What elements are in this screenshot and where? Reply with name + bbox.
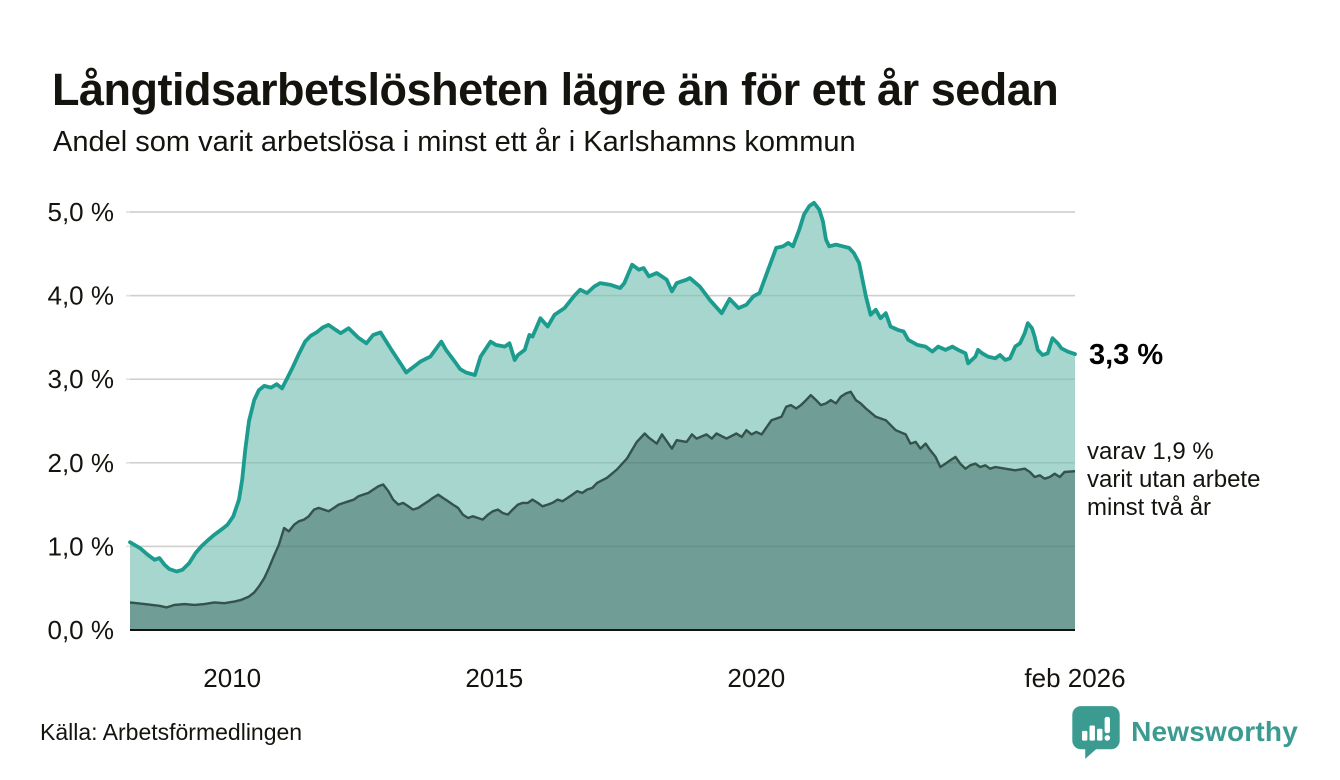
x-tick-label: 2010 bbox=[203, 663, 261, 693]
bar-glyph-3 bbox=[1097, 728, 1103, 741]
y-tick-label: 5,0 % bbox=[48, 197, 115, 227]
chart-subtitle: Andel som varit arbetslösa i minst ett å… bbox=[53, 126, 856, 158]
y-tick-label: 0,0 % bbox=[48, 615, 115, 645]
subset-annotation-line: varit utan arbete bbox=[1087, 466, 1260, 493]
x-tick-label: 2020 bbox=[727, 663, 785, 693]
subset-annotation-line: varav 1,9 % bbox=[1087, 438, 1214, 465]
subset-annotation-line: minst två år bbox=[1087, 494, 1211, 521]
y-tick-label: 1,0 % bbox=[48, 531, 115, 561]
latest-total-value-label: 3,3 % bbox=[1089, 339, 1163, 371]
bar-glyph-2 bbox=[1089, 725, 1095, 741]
bar-glyph-1 bbox=[1082, 730, 1088, 741]
newsworthy-bubble-icon bbox=[1072, 706, 1120, 759]
newsworthy-logo[interactable]: Newsworthy bbox=[1070, 704, 1298, 760]
y-tick-label: 2,0 % bbox=[48, 448, 115, 478]
exclamation-bar bbox=[1104, 716, 1111, 734]
exclamation-dot bbox=[1104, 735, 1111, 741]
line-min-one-year bbox=[128, 200, 1077, 574]
y-tick-label: 4,0 % bbox=[48, 281, 115, 311]
bubble-shape bbox=[1072, 706, 1120, 759]
source-note: Källa: Arbetsförmedlingen bbox=[40, 719, 303, 745]
line-min-two-years bbox=[129, 390, 1076, 609]
area-min-two-years bbox=[130, 391, 1075, 630]
chart-title: Långtidsarbetslösheten lägre än för ett … bbox=[52, 64, 1059, 116]
y-tick-label: 3,0 % bbox=[48, 364, 115, 394]
x-tick-label: 2015 bbox=[465, 663, 523, 693]
x-tick-label: feb 2026 bbox=[1024, 663, 1125, 693]
newsworthy-wordmark: Newsworthy bbox=[1131, 716, 1298, 747]
